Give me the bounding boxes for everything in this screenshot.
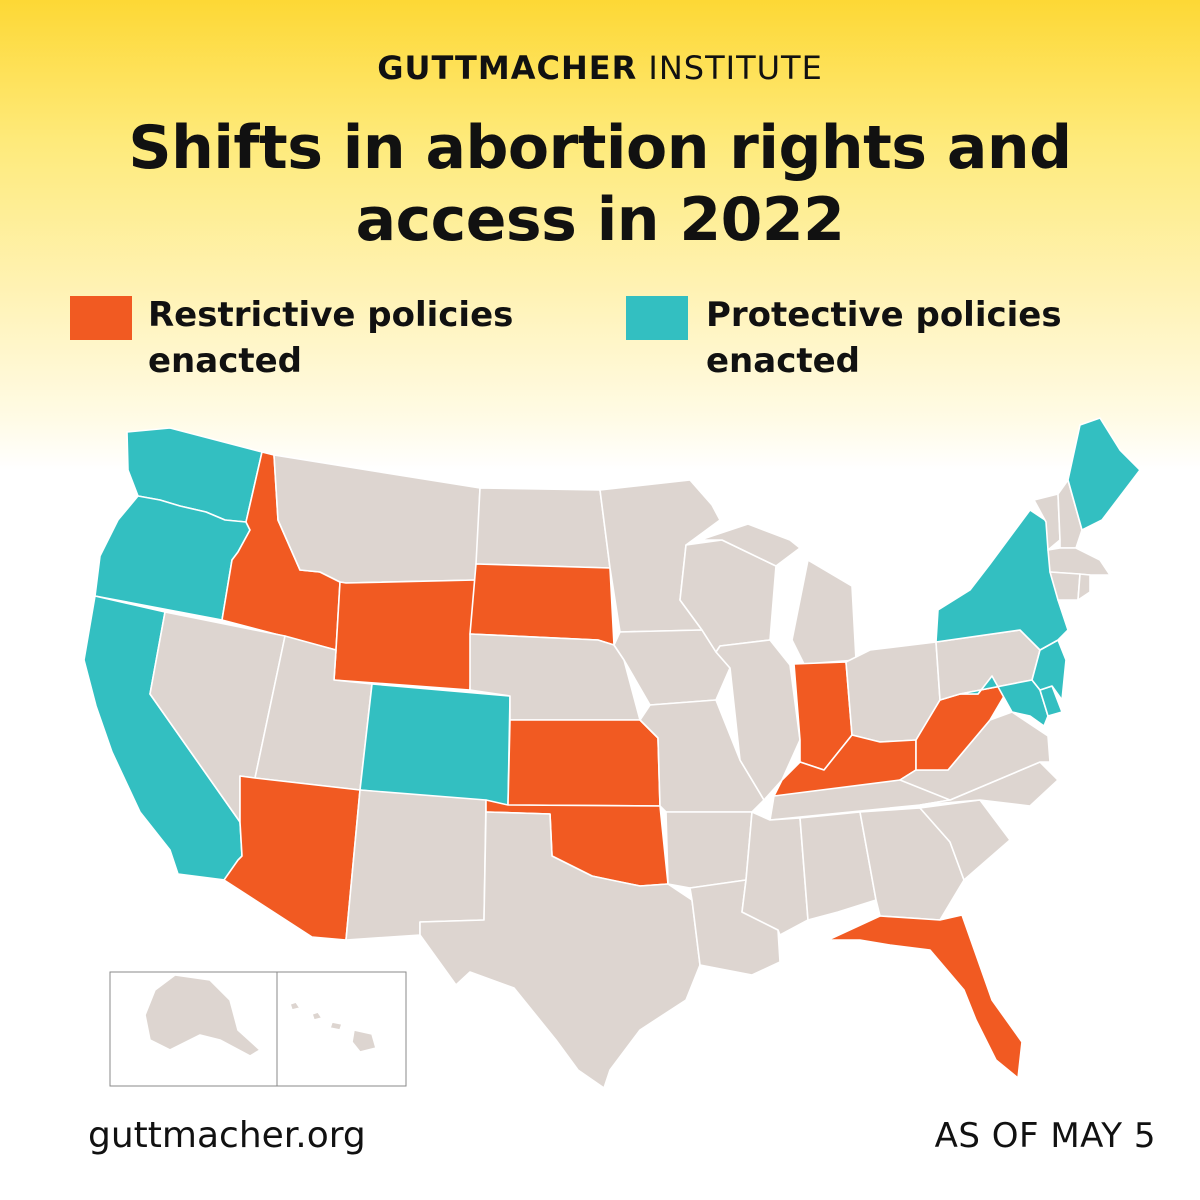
state-nm-no-change [345, 789, 487, 941]
state-il-no-change [715, 639, 801, 801]
page-title: Shifts in abortion rights and access in … [0, 112, 1200, 256]
state-ny-protective [935, 509, 1069, 651]
legend-label-protective: Protective policies enacted [706, 292, 1126, 384]
state-mi-no-change [699, 523, 801, 567]
state-me-protective [1067, 417, 1141, 531]
title-line-1: Shifts in abortion rights and [128, 113, 1072, 183]
state-ma-no-change [1047, 547, 1111, 576]
state-mi-no-change [791, 559, 857, 665]
state-ks-restrictive [507, 719, 661, 807]
brand-name-light: INSTITUTE [648, 49, 823, 87]
state-wy-restrictive [333, 579, 477, 691]
state-vt-no-change [1033, 493, 1061, 551]
inset-frame [109, 971, 407, 1087]
legend-label-restrictive: Restrictive policies enacted [148, 292, 568, 384]
legend-restrictive-line2: enacted [148, 341, 303, 381]
state-mt-no-change [273, 454, 481, 584]
title-line-2: access in 2022 [355, 185, 845, 255]
state-az-restrictive [223, 775, 361, 941]
state-ri-no-change [1077, 573, 1091, 601]
footer-url: guttmacher.org [88, 1115, 366, 1156]
state-ak-no-change [144, 974, 261, 1057]
state-co-protective [359, 683, 511, 806]
footer-date: AS OF MAY 5 [934, 1116, 1156, 1156]
legend-swatch-protective [626, 296, 688, 340]
state-ar-no-change [665, 811, 753, 889]
state-ms-no-change [741, 811, 809, 936]
state-tx-no-change [419, 811, 701, 1089]
legend-restrictive-line1: Restrictive policies [148, 295, 514, 335]
legend-protective-line2: enacted [706, 341, 861, 381]
state-hi-no-change [289, 1001, 377, 1053]
brand-logo: GUTTMACHER INSTITUTE [0, 48, 1200, 88]
legend-swatch-restrictive [70, 296, 132, 340]
state-sd-restrictive [469, 563, 615, 646]
state-nd-no-change [475, 487, 611, 569]
state-fl-restrictive [827, 914, 1023, 1079]
state-al-no-change [799, 811, 877, 921]
state-mo-no-change [639, 699, 765, 813]
brand-name-bold: GUTTMACHER [377, 49, 638, 87]
legend-protective-line1: Protective policies [706, 295, 1062, 335]
